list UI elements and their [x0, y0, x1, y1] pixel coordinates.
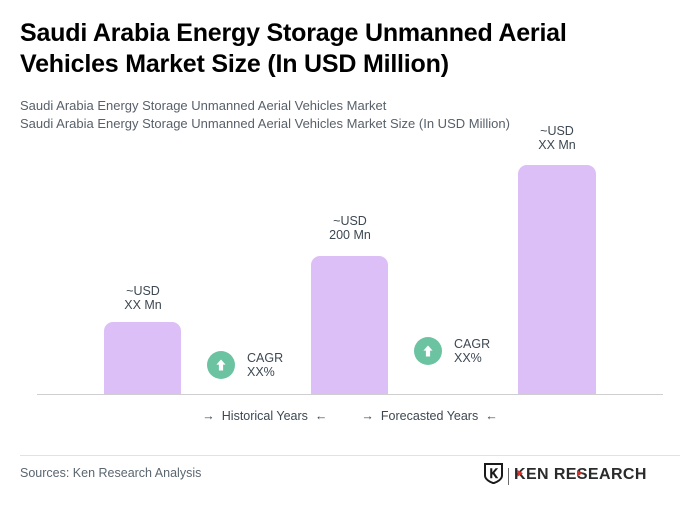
bar-value-label-1: ~USD XX Mn — [103, 284, 183, 312]
arrow-up-icon — [414, 337, 442, 365]
shield-k-icon — [484, 463, 503, 489]
bar-value-label-3-line-1: ~USD — [540, 124, 574, 138]
bar-value-label-2-line-1: ~USD — [333, 214, 367, 228]
chart-subtitle-line-2: Saudi Arabia Energy Storage Unmanned Aer… — [20, 116, 510, 131]
bar-value-label-2-line-2: 200 Mn — [329, 228, 371, 242]
bar-chart-plot: ~USD XX Mn CAGR XX% ~USD 200 Mn — [37, 124, 663, 395]
arrow-left-icon: ← — [485, 408, 498, 423]
cagr-annotation-historical[interactable]: CAGR XX% — [207, 351, 283, 379]
bar-value-label-3-line-2: XX Mn — [538, 138, 576, 152]
x-axis-baseline — [37, 394, 663, 395]
bar-value-label-3: ~USD XX Mn — [517, 124, 597, 152]
ken-research-logo: KEN RESEARCH — [484, 463, 677, 489]
cagr-historical-line-1: CAGR — [247, 351, 284, 365]
logo-divider — [508, 467, 509, 485]
arrow-left-icon: ← — [314, 408, 328, 423]
cagr-annotation-historical-text: CAGR XX% — [247, 351, 283, 379]
sources-text: Sources: Ken Research Analysis — [20, 466, 202, 480]
cagr-annotation-forecast-text: CAGR XX% — [454, 337, 490, 365]
bar-value-label-1-line-2: XX Mn — [124, 298, 162, 312]
chart-subtitle: Saudi Arabia Energy Storage Unmanned Aer… — [20, 97, 680, 133]
cagr-annotation-forecast[interactable]: CAGR XX% — [414, 337, 490, 365]
page-title: Saudi Arabia Energy Storage Unmanned Aer… — [20, 19, 567, 78]
bar-historical[interactable] — [104, 322, 181, 395]
cagr-historical-line-2: XX% — [247, 365, 275, 379]
bar-mid[interactable] — [311, 256, 388, 395]
arrow-right-icon: → — [361, 408, 374, 423]
brand-wordmark: KEN RESEARCH — [514, 465, 677, 487]
legend-item-forecasted-years-label: Forecasted Years — [380, 409, 479, 423]
cagr-forecast-line-2: XX% — [454, 351, 482, 365]
legend-item-historical-years[interactable]: → Historical Years ← — [202, 409, 327, 423]
bar-value-label-1-line-1: ~USD — [126, 284, 160, 298]
legend-item-forecasted-years[interactable]: → Forecasted Years ← — [361, 409, 497, 423]
chart-subtitle-line-1: Saudi Arabia Energy Storage Unmanned Aer… — [20, 98, 387, 113]
bar-forecast[interactable] — [518, 165, 596, 395]
footer-divider — [20, 455, 680, 456]
arrow-up-icon — [207, 351, 235, 379]
bar-value-label-2: ~USD 200 Mn — [310, 214, 390, 242]
cagr-forecast-line-1: CAGR — [454, 337, 491, 351]
period-legend: → Historical Years ← → Forecasted Years … — [0, 409, 700, 423]
legend-item-historical-years-label: Historical Years — [221, 409, 308, 423]
arrow-right-icon: → — [202, 408, 215, 423]
